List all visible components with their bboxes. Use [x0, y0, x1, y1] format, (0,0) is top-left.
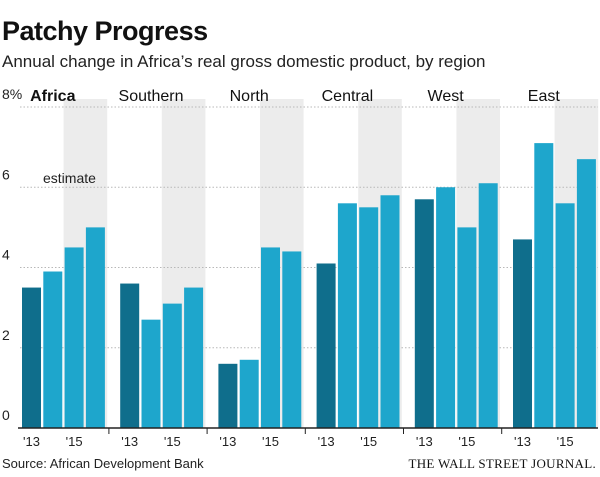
y-tick-label: 4 [2, 247, 10, 263]
bar-chart: 0 2 4 6 8% Africa '13 '15 Southern '13 '15 North '13… [2, 86, 599, 449]
x-tick-label: '15 [66, 434, 83, 449]
x-tick-label: '13 [121, 434, 138, 449]
source-note: Source: African Development Bank [2, 456, 204, 471]
bar [85, 227, 105, 428]
group-label: East [528, 88, 561, 105]
bar [218, 363, 238, 428]
chart-subtitle: Annual change in Africa’s real gross dom… [2, 52, 486, 71]
x-tick-label: '13 [219, 434, 236, 449]
bar [359, 207, 379, 428]
bar [414, 199, 434, 428]
bar [43, 271, 63, 428]
bar [337, 203, 357, 428]
bar [555, 203, 575, 428]
y-tick-label: 8% [2, 86, 22, 102]
y-tick-label: 6 [2, 166, 10, 182]
bar [513, 239, 532, 428]
bar [282, 251, 302, 428]
bar [162, 303, 182, 428]
x-tick-label: '15 [164, 434, 181, 449]
bar [22, 287, 41, 428]
x-tick-label: '15 [262, 434, 279, 449]
bar [576, 159, 596, 428]
bar [436, 187, 456, 428]
group-label: North [230, 88, 269, 105]
y-tick-label: 2 [2, 327, 10, 343]
x-tick-label: '13 [23, 434, 40, 449]
x-tick-label: '13 [318, 434, 335, 449]
chart-title: Patchy Progress [2, 16, 208, 46]
bar [380, 195, 400, 428]
publisher-logo: THE WALL STREET JOURNAL. [408, 456, 596, 471]
bar [184, 287, 204, 428]
group-label: Central [322, 88, 374, 105]
x-tick-label: '15 [557, 434, 574, 449]
bar [457, 227, 477, 428]
y-tick-label: 0 [2, 407, 10, 423]
bar [534, 143, 554, 429]
bar [64, 247, 84, 428]
x-tick-label: '15 [458, 434, 475, 449]
x-tick-label: '13 [416, 434, 433, 449]
bar [261, 247, 280, 428]
group-label: Southern [119, 88, 184, 105]
group-label: Africa [30, 88, 75, 105]
bar [316, 263, 336, 428]
x-tick-label: '15 [360, 434, 377, 449]
bar [239, 359, 259, 428]
bar [478, 183, 498, 428]
x-tick-label: '13 [514, 434, 531, 449]
bar [141, 319, 161, 428]
estimate-annotation: estimate [43, 170, 96, 186]
bar [120, 283, 140, 428]
group-label: West [428, 88, 465, 105]
